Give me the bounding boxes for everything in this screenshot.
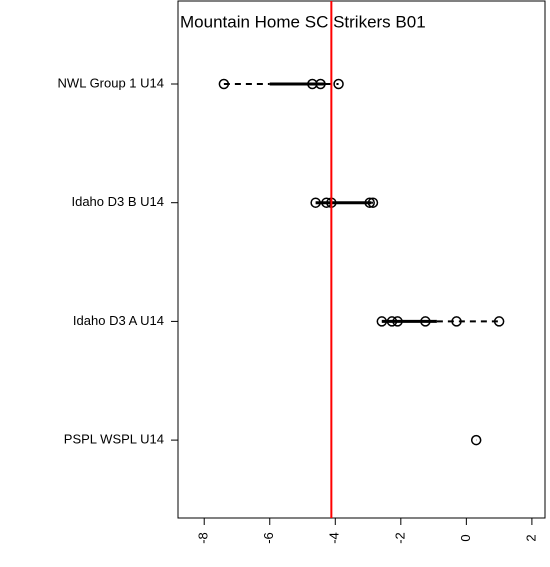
x-tick-label: -8 <box>196 532 211 544</box>
point <box>218 78 230 90</box>
point <box>315 78 326 90</box>
y-tick-label: Idaho D3 B U14 <box>71 194 164 209</box>
point <box>392 316 403 327</box>
y-tick-label: PSPL WSPL U14 <box>64 432 164 447</box>
point <box>376 316 388 327</box>
x-tick-label: 0 <box>458 534 473 541</box>
x-tick-label: -6 <box>261 532 276 544</box>
point <box>367 197 379 208</box>
x-tick-label: -4 <box>327 532 342 544</box>
y-tick-label: Idaho D3 A U14 <box>73 313 164 328</box>
x-tick-label: -2 <box>392 532 407 544</box>
point <box>493 316 505 327</box>
plot-box <box>177 0 546 519</box>
y-tick-label: NWL Group 1 U14 <box>58 75 164 90</box>
point <box>310 197 321 208</box>
chart-title: Mountain Home SC Strikers B01 <box>180 12 426 31</box>
point <box>307 78 318 90</box>
point <box>333 78 344 90</box>
point <box>470 434 482 446</box>
point <box>364 197 375 208</box>
point <box>386 316 398 327</box>
point <box>420 316 431 327</box>
point <box>451 316 462 327</box>
x-tick-label: 2 <box>523 534 538 541</box>
